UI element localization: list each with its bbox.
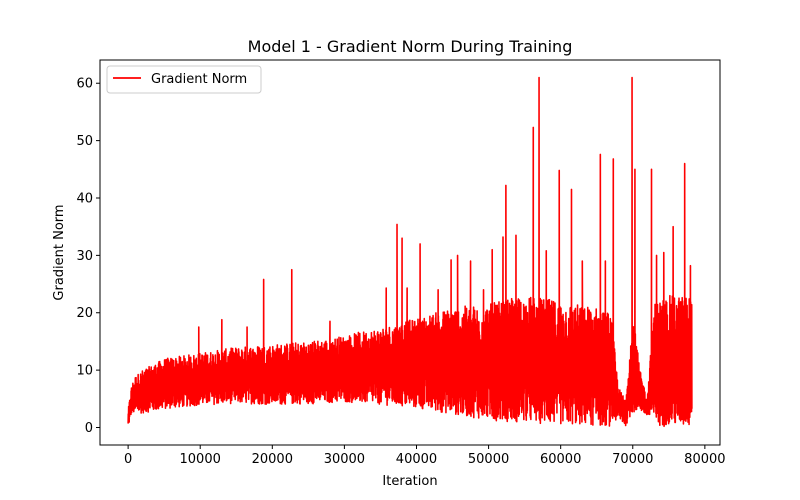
y-tick-label-60: 60 bbox=[76, 77, 93, 92]
y-tick-label-50: 50 bbox=[76, 134, 93, 149]
legend-box bbox=[106, 65, 262, 94]
x-tick-label-0: 0 bbox=[124, 452, 132, 467]
series-line-gradient-norm bbox=[127, 76, 693, 428]
y-tick-label-30: 30 bbox=[76, 249, 93, 264]
x-tick-label-70000: 70000 bbox=[612, 452, 653, 467]
x-tick-label-20000: 20000 bbox=[252, 452, 293, 467]
x-axis: 0 10000 20000 30000 40000 50000 60000 70000 8000… bbox=[124, 445, 726, 467]
plot-frame bbox=[99, 59, 721, 446]
y-axis: 0 10 20 30 40 50 60 bbox=[76, 77, 100, 436]
x-tick-label-50000: 50000 bbox=[468, 452, 509, 467]
y-tick-label-0: 0 bbox=[85, 421, 93, 436]
legend-label-gradient-norm: Gradient Norm bbox=[151, 72, 247, 87]
legend: Gradient Norm bbox=[106, 65, 262, 94]
x-tick-label-60000: 60000 bbox=[540, 452, 581, 467]
y-axis-label: Gradient Norm bbox=[52, 204, 67, 300]
chart-title: Model 1 - Gradient Norm During Training bbox=[248, 37, 573, 56]
x-tick-label-10000: 10000 bbox=[180, 452, 221, 467]
y-tick-label-10: 10 bbox=[76, 364, 93, 379]
y-tick-label-20: 20 bbox=[76, 306, 93, 321]
x-axis-label: Iteration bbox=[382, 474, 437, 489]
x-tick-label-40000: 40000 bbox=[396, 452, 437, 467]
y-tick-label-40: 40 bbox=[76, 191, 93, 206]
series-layer bbox=[127, 76, 693, 428]
x-tick-label-80000: 80000 bbox=[684, 452, 725, 467]
x-tick-label-30000: 30000 bbox=[324, 452, 365, 467]
